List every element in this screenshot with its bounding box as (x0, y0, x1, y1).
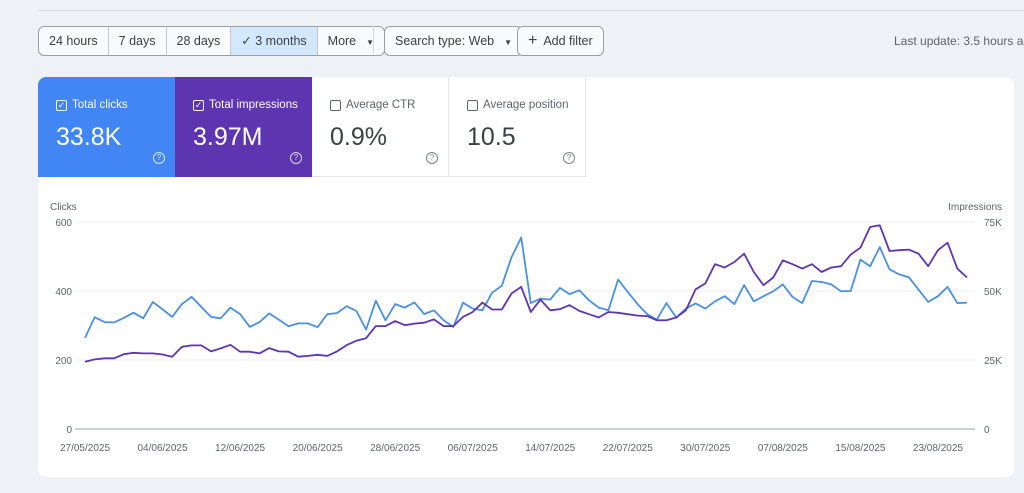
metric-value: 0.9% (330, 123, 387, 151)
check-icon: ✓ (241, 34, 256, 48)
range-24-hours[interactable]: 24 hours (39, 27, 109, 55)
more-label: More (327, 34, 357, 48)
x-tick-label: 04/06/2025 (138, 443, 188, 454)
performance-panel: ✓ Total clicks 33.8K ? ✓ Total impressions… (38, 77, 1014, 477)
x-tick-label: 15/08/2025 (835, 443, 885, 454)
x-tick-label: 28/06/2025 (370, 443, 420, 454)
metric-label: Total clicks (72, 99, 128, 111)
left-axis-label: Clicks (50, 202, 77, 213)
range-28-days[interactable]: 28 days (167, 27, 232, 55)
left-tick-label: 200 (55, 356, 72, 367)
metric-value: 3.97M (193, 123, 263, 151)
checkbox-unchecked-icon[interactable] (330, 99, 341, 111)
metric-total-clicks[interactable]: ✓ Total clicks 33.8K ? (38, 77, 175, 177)
x-tick-label: 27/05/2025 (60, 443, 110, 454)
search-type-dropdown[interactable]: Search type: Web ▼ (384, 26, 524, 56)
x-tick-label: 23/08/2025 (913, 443, 963, 454)
metric-label: Average position (483, 99, 569, 111)
x-tick-label: 30/07/2025 (680, 443, 730, 454)
metric-label: Total impressions (209, 99, 298, 111)
series-line-impressions (84, 224, 968, 363)
checkbox-checked-icon[interactable]: ✓ (193, 99, 204, 111)
checkbox-unchecked-icon[interactable] (467, 99, 478, 111)
right-tick-label: 0 (984, 425, 990, 436)
help-icon[interactable]: ? (290, 152, 302, 164)
metric-average-ctr[interactable]: Average CTR 0.9% ? (312, 77, 449, 177)
range-7-days[interactable]: 7 days (109, 27, 167, 55)
help-icon[interactable]: ? (563, 152, 575, 164)
left-tick-label: 600 (55, 218, 72, 229)
last-update-text: Last update: 3.5 hours ag (894, 34, 1024, 48)
help-icon[interactable]: ? (426, 152, 438, 164)
x-tick-label: 14/07/2025 (525, 443, 575, 454)
caret-down-icon: ▼ (504, 38, 513, 47)
right-axis-label: Impressions (948, 202, 1002, 213)
left-tick-label: 400 (55, 287, 72, 298)
metric-label: Average CTR (346, 99, 416, 111)
right-tick-label: 50K (984, 287, 1002, 298)
metric-value: 10.5 (467, 123, 516, 151)
header-divider (38, 10, 1024, 11)
checkbox-checked-icon[interactable]: ✓ (56, 99, 67, 111)
metric-average-position[interactable]: Average position 10.5 ? (449, 77, 586, 177)
x-tick-label: 12/06/2025 (215, 443, 265, 454)
right-tick-label: 25K (984, 356, 1002, 367)
left-tick-label: 0 (66, 425, 72, 436)
plus-icon: + (528, 32, 538, 49)
range-label: 3 months (255, 34, 307, 48)
x-tick-label: 06/07/2025 (448, 443, 498, 454)
range-3-months[interactable]: ✓ 3 months (231, 27, 318, 55)
right-tick-label: 75K (984, 218, 1002, 229)
help-icon[interactable]: ? (153, 152, 165, 164)
series-line-clicks (84, 236, 968, 339)
performance-chart: Clicks Impressions 0 0 200 25K 400 50K 600 75K 2… (50, 202, 1002, 454)
x-tick-label: 07/08/2025 (758, 443, 808, 454)
metric-total-impressions[interactable]: ✓ Total impressions 3.97M ? (175, 77, 312, 177)
range-more-dropdown[interactable]: More ▼ (318, 27, 384, 55)
x-tick-label: 22/07/2025 (603, 443, 653, 454)
add-filter-button[interactable]: + Add filter (517, 26, 604, 56)
date-range-selector: 24 hours 7 days 28 days ✓ 3 months More ▼ (38, 26, 386, 56)
metric-value: 33.8K (56, 123, 122, 151)
caret-down-icon: ▼ (366, 38, 375, 47)
add-filter-label: Add filter (543, 34, 593, 48)
search-type-label: Search type: Web (395, 34, 495, 48)
toolbar-divider (373, 26, 374, 54)
x-tick-label: 20/06/2025 (293, 443, 343, 454)
